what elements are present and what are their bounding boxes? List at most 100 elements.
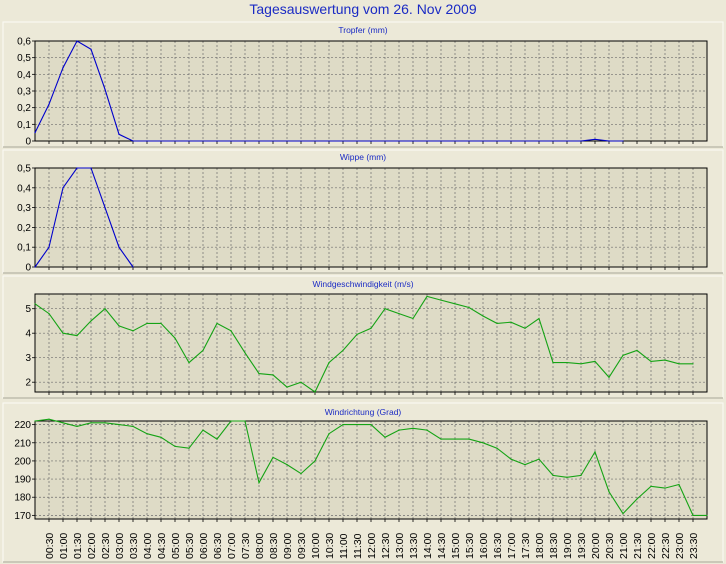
data-point (594, 138, 596, 140)
data-point (62, 67, 64, 69)
data-point (692, 514, 694, 516)
data-point (202, 429, 204, 431)
data-point (286, 463, 288, 466)
data-point (342, 349, 344, 351)
x-tick-label: 05:00 (170, 533, 182, 559)
y-tick-label: 210 (14, 438, 31, 449)
data-point (62, 332, 64, 334)
x-tick-label: 22:00 (646, 533, 658, 559)
y-tick-label: 5 (25, 304, 31, 315)
x-tick-label: 21:30 (632, 533, 644, 559)
data-point (104, 422, 106, 424)
data-point (90, 422, 92, 424)
data-point (328, 362, 330, 364)
x-tick-label: 15:00 (450, 533, 462, 559)
x-tick-label: 06:00 (198, 533, 210, 559)
data-point (412, 427, 414, 429)
chart-title: Tropfer (mm) (338, 25, 387, 35)
data-point (608, 140, 610, 142)
x-tick-label: 11:00 (338, 533, 350, 559)
x-tick-label: 08:30 (268, 533, 280, 559)
x-tick-label: 01:00 (58, 533, 70, 559)
x-tick-label: 20:00 (590, 533, 602, 559)
y-tick-label: 0,3 (17, 203, 31, 214)
data-point (370, 327, 372, 329)
chart-panel-3: Windgeschwindigkeit (m/s) 2 3 4 5 (2, 275, 724, 399)
x-tick-label: 03:00 (114, 533, 126, 559)
data-point (174, 337, 176, 339)
data-point (286, 386, 288, 388)
data-point (622, 140, 624, 142)
chart-title: Wippe (mm) (340, 152, 386, 162)
data-point (594, 451, 596, 453)
x-tick-label: 08:00 (254, 533, 266, 559)
data-point (594, 360, 596, 362)
data-point (580, 474, 582, 477)
x-tick-label: 06:30 (212, 533, 224, 559)
x-tick-label: 15:30 (464, 533, 476, 559)
data-point (104, 207, 106, 209)
data-point (62, 187, 64, 189)
x-tick-label: 14:00 (422, 533, 434, 559)
data-point (440, 299, 442, 301)
data-point (482, 442, 484, 444)
x-tick-label: 20:30 (604, 533, 616, 559)
data-point (356, 333, 358, 336)
data-point (34, 420, 36, 422)
data-point (692, 363, 694, 365)
data-point (202, 349, 204, 351)
plot-border (34, 420, 708, 520)
x-tick-label: 21:00 (618, 533, 630, 559)
x-tick-label: 19:00 (562, 533, 574, 559)
data-point (76, 40, 78, 42)
data-point (510, 458, 512, 460)
x-tick-label: 19:30 (576, 533, 588, 559)
y-tick-label: 0,4 (17, 183, 31, 194)
data-point (678, 363, 680, 365)
x-tick-label: 03:30 (128, 533, 140, 559)
y-tick-label: 180 (14, 493, 31, 504)
plot-border (34, 293, 708, 393)
x-tick-label: 02:30 (100, 533, 112, 559)
x-tick-label: 04:30 (156, 533, 168, 559)
data-point (636, 498, 638, 500)
x-tick-label: 18:00 (534, 533, 546, 559)
data-point (608, 376, 610, 378)
data-point (174, 445, 176, 448)
data-point (258, 373, 260, 375)
x-tick-label: 18:30 (548, 533, 560, 559)
data-point (384, 308, 386, 310)
y-tick-label: 2 (25, 378, 31, 389)
x-tick-label: 10:00 (310, 533, 322, 559)
x-tick-label: 07:30 (240, 533, 252, 559)
data-point (48, 246, 50, 248)
y-tick-label: 0 (25, 137, 31, 148)
data-point (314, 460, 316, 462)
y-tick-label: 0,4 (17, 70, 31, 81)
data-point (244, 420, 246, 422)
data-point (244, 352, 246, 354)
data-point (118, 246, 120, 248)
data-point (412, 317, 414, 320)
data-point (398, 313, 400, 315)
data-point (132, 266, 134, 268)
data-point (104, 308, 106, 310)
data-point (664, 359, 666, 361)
data-point (496, 447, 498, 449)
x-tick-label: 17:30 (520, 533, 532, 559)
x-tick-label: 04:00 (142, 533, 154, 559)
data-point (342, 424, 344, 426)
data-point (90, 167, 92, 169)
data-point (454, 303, 456, 305)
x-tick-label: 23:00 (674, 533, 686, 559)
data-point (356, 424, 358, 426)
y-tick-label: 0,2 (17, 103, 31, 114)
data-point (524, 327, 526, 329)
data-point (538, 458, 540, 460)
x-tick-label: 16:00 (478, 533, 490, 559)
data-point (314, 391, 316, 393)
data-point (538, 317, 540, 320)
data-point (454, 438, 456, 440)
data-point (622, 512, 624, 515)
